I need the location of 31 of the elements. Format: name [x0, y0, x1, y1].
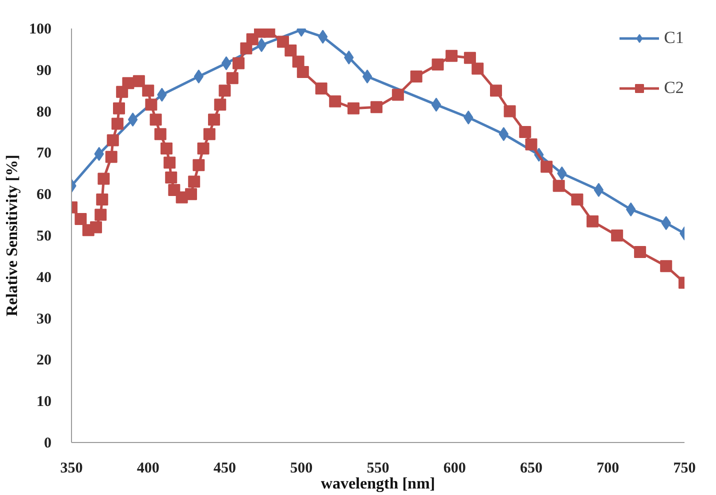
y-tick-label: 50: [36, 228, 52, 244]
y-tick-label: 60: [36, 187, 52, 204]
x-tick-label: 450: [214, 460, 236, 476]
y-axis-title: Relative Sensitivity [%]: [4, 154, 21, 316]
x-tick-label: 600: [443, 460, 466, 476]
point: [594, 182, 604, 197]
x-tick-label: 350: [60, 460, 83, 476]
y-tick-label: 80: [36, 104, 52, 120]
point: [128, 112, 138, 127]
point: [221, 56, 232, 70]
y-tick-label: 90: [36, 62, 52, 79]
point: [431, 98, 442, 112]
legend-label: C1: [664, 28, 684, 48]
y-tick-label: 0: [44, 436, 52, 452]
x-tick-label: 550: [366, 460, 390, 476]
point: [362, 70, 372, 84]
x-tick-label: 750: [673, 460, 696, 476]
x-tick-label: 400: [136, 460, 160, 476]
x-tick-label: 650: [520, 460, 542, 476]
y-tick-label: 40: [36, 270, 52, 286]
x-tick-label: 700: [596, 460, 620, 476]
y-tick-label: 100: [29, 22, 52, 38]
y-tick-label: 70: [36, 146, 52, 162]
point: [194, 70, 204, 84]
point: [318, 30, 328, 44]
y-tick-label: 20: [36, 352, 52, 369]
x-tick-label: 500: [290, 460, 313, 476]
legend-label: C2: [664, 78, 684, 98]
y-tick-label: 30: [36, 311, 52, 328]
x-axis-title: wavelength [nm]: [320, 476, 436, 492]
y-tick-label: 10: [36, 394, 52, 410]
